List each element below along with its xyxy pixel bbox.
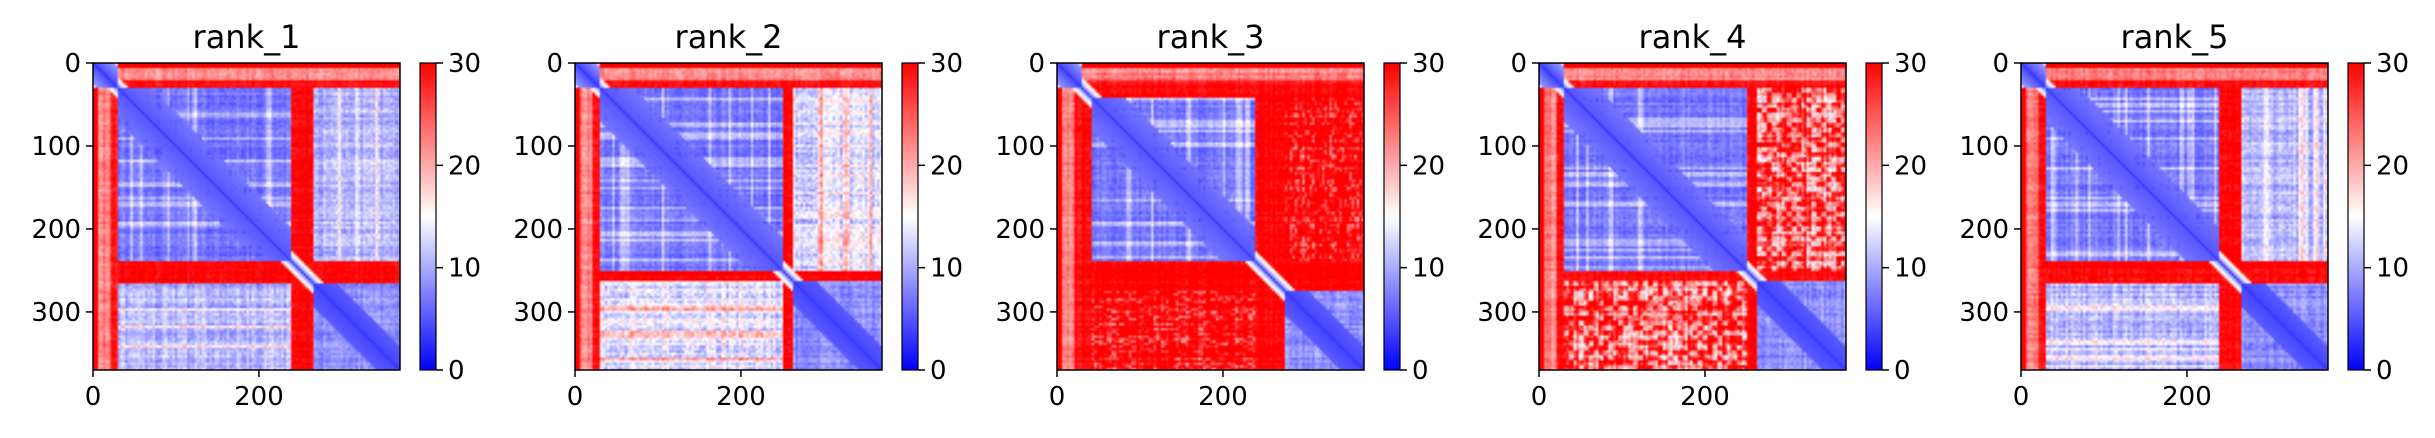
y-tick-label: 100 <box>995 132 1045 162</box>
colorbar-tick-label: 10 <box>448 254 481 284</box>
y-tick-label: 300 <box>31 298 81 328</box>
x-tick-label: 200 <box>1198 382 1248 412</box>
x-tick-label: 200 <box>1680 382 1730 412</box>
y-tick-label: 100 <box>1959 132 2009 162</box>
panel-title: rank_5 <box>2121 18 2229 56</box>
colorbar-tick-label: 20 <box>1894 151 1927 181</box>
y-tick-label: 300 <box>995 298 1045 328</box>
y-tick-label: 300 <box>1477 298 1527 328</box>
colorbar-tick-label: 0 <box>1412 356 1429 386</box>
panel-title: rank_4 <box>1639 18 1747 56</box>
y-tick-label: 0 <box>1510 49 1527 79</box>
colorbar-tick-label: 10 <box>2376 254 2409 284</box>
heatmap-frame <box>2020 62 2329 371</box>
panel-title: rank_2 <box>675 18 783 56</box>
y-tick-label: 200 <box>31 215 81 245</box>
heatmap-image <box>575 63 882 370</box>
heatmap-frame <box>92 62 401 371</box>
y-tick-label: 0 <box>64 49 81 79</box>
colorbar <box>1383 62 1401 371</box>
panel-title: rank_3 <box>1157 18 1265 56</box>
colorbar-tick-label: 10 <box>1894 254 1927 284</box>
y-tick-label: 300 <box>513 298 563 328</box>
y-tick-label: 200 <box>1477 215 1527 245</box>
heatmap-image <box>2021 63 2328 370</box>
colorbar-tick-label: 10 <box>930 254 963 284</box>
x-tick-label: 200 <box>234 382 284 412</box>
colorbar-tick-label: 20 <box>448 151 481 181</box>
colorbar-tick-label: 30 <box>1412 49 1445 79</box>
heatmap-image <box>93 63 400 370</box>
heatmap-panel-5: rank_5 0 100 200 300 0 200 0 10 20 30 <box>1959 18 2409 412</box>
heatmap-frame <box>1056 62 1365 371</box>
x-tick-label: 0 <box>1049 382 1066 412</box>
colorbar-tick-label: 20 <box>1412 151 1445 181</box>
heatmap-frame <box>1538 62 1847 371</box>
x-tick-label: 200 <box>2162 382 2212 412</box>
x-tick-label: 0 <box>2013 382 2030 412</box>
x-tick-label: 200 <box>716 382 766 412</box>
colorbar-tick-label: 0 <box>448 356 465 386</box>
colorbar-tick-label: 0 <box>1894 356 1911 386</box>
colorbar-tick-label: 0 <box>2376 356 2393 386</box>
y-tick-label: 200 <box>513 215 563 245</box>
colorbar-tick-label: 30 <box>930 49 963 79</box>
heatmap-panel-4: rank_4 0 100 200 300 0 200 0 10 20 30 <box>1477 18 1927 412</box>
colorbar-tick-label: 30 <box>1894 49 1927 79</box>
colorbar <box>419 62 437 371</box>
y-tick-label: 200 <box>995 215 1045 245</box>
x-tick-label: 0 <box>85 382 102 412</box>
colorbar-tick-label: 30 <box>448 49 481 79</box>
y-tick-label: 0 <box>1992 49 2009 79</box>
x-tick-label: 0 <box>567 382 584 412</box>
heatmap-image <box>1539 63 1846 370</box>
y-tick-label: 100 <box>1477 132 1527 162</box>
colorbar-tick-label: 0 <box>930 356 947 386</box>
colorbar <box>901 62 919 371</box>
x-tick-label: 0 <box>1531 382 1548 412</box>
heatmap-panel-2: rank_2 0 100 200 300 0 200 0 10 20 30 <box>513 18 963 412</box>
colorbar-tick-label: 20 <box>2376 151 2409 181</box>
y-tick-label: 100 <box>31 132 81 162</box>
colorbar-tick-label: 30 <box>2376 49 2409 79</box>
y-tick-label: 0 <box>1028 49 1045 79</box>
colorbar-tick-label: 10 <box>1412 254 1445 284</box>
colorbar-tick-label: 20 <box>930 151 963 181</box>
colorbar <box>2347 62 2365 371</box>
heatmap-frame <box>574 62 883 371</box>
heatmap-panel-3: rank_3 0 100 200 300 0 200 0 10 20 30 <box>995 18 1445 412</box>
y-tick-label: 200 <box>1959 215 2009 245</box>
y-tick-label: 300 <box>1959 298 2009 328</box>
y-tick-label: 0 <box>546 49 563 79</box>
colorbar <box>1865 62 1883 371</box>
heatmap-panel-1: rank_1 0 100 200 300 0 200 0 10 20 30 <box>31 18 481 412</box>
panel-title: rank_1 <box>193 18 301 56</box>
y-tick-label: 100 <box>513 132 563 162</box>
heatmap-image <box>1057 63 1364 370</box>
